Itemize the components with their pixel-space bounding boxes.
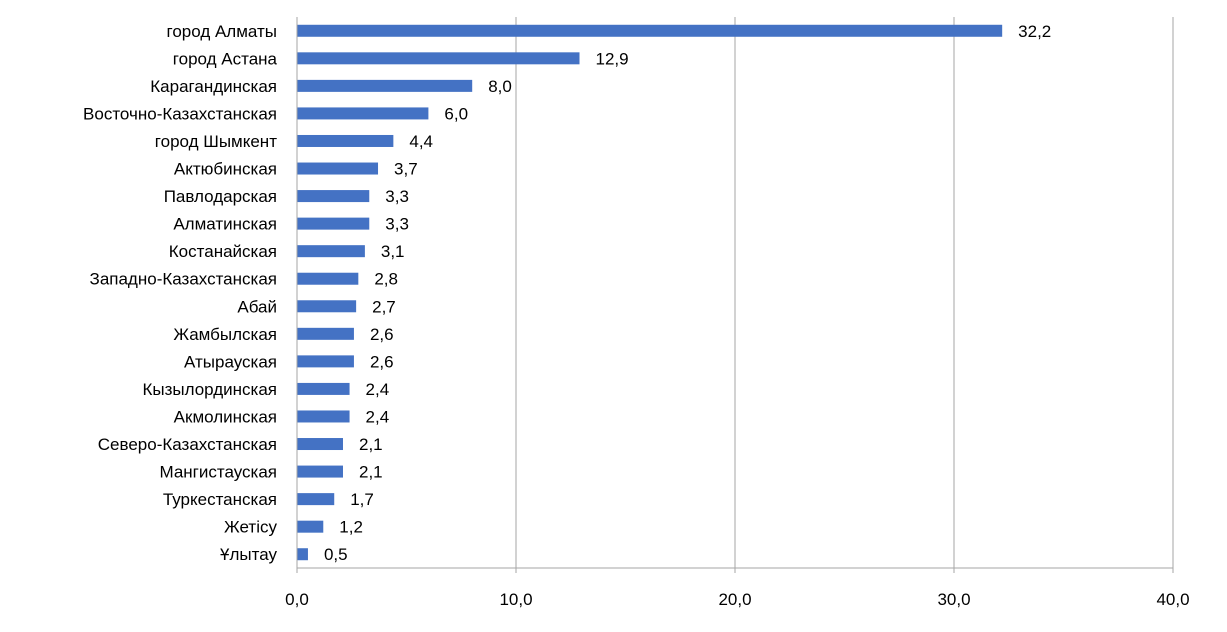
- x-tick-label: 40,0: [1156, 590, 1189, 609]
- value-label: 2,4: [366, 407, 390, 426]
- label-layer: город Алматы 32,2 город Астана 12,9 Караганд…: [83, 22, 1051, 564]
- category-label: город Алматы: [167, 22, 278, 41]
- category-label: Алматинская: [173, 215, 277, 234]
- category-label: Абай: [237, 297, 277, 316]
- value-label: 2,1: [359, 435, 383, 454]
- category-label: Акмолинская: [174, 407, 277, 426]
- bar: [297, 162, 379, 175]
- value-label: 2,4: [366, 380, 390, 399]
- bar: [297, 272, 359, 285]
- category-label: Западно-Казахстанская: [90, 270, 277, 289]
- axis-layer: 0,0 10,0 20,0 30,0 40,0: [285, 17, 1190, 609]
- bar: [297, 520, 324, 533]
- category-label: Атырауская: [184, 352, 277, 371]
- bar: [297, 548, 308, 561]
- bar: [297, 134, 394, 147]
- category-label: Туркестанская: [163, 490, 277, 509]
- category-label: город Астана: [173, 49, 278, 68]
- bar: [297, 300, 357, 313]
- category-label: Северо-Казахстанская: [98, 435, 277, 454]
- category-label: Костанайская: [169, 242, 277, 261]
- category-label: Кызылординская: [142, 380, 277, 399]
- x-tick-label: 30,0: [937, 590, 970, 609]
- value-label: 3,3: [385, 215, 409, 234]
- bar: [297, 355, 354, 368]
- value-label: 2,6: [370, 352, 394, 371]
- category-label: город Шымкент: [155, 132, 277, 151]
- value-label: 2,7: [372, 297, 396, 316]
- x-tick-label: 10,0: [499, 590, 532, 609]
- value-label: 2,1: [359, 463, 383, 482]
- category-label: Карагандинская: [150, 77, 277, 96]
- value-label: 0,5: [324, 545, 348, 564]
- bar: [297, 107, 429, 120]
- category-label: Жамбылская: [173, 325, 277, 344]
- bar-layer: [297, 24, 1003, 561]
- bar: [297, 79, 473, 92]
- category-label: Восточно-Казахстанская: [83, 104, 277, 123]
- bar: [297, 327, 354, 340]
- category-label: Мангистауская: [159, 463, 277, 482]
- bar: [297, 438, 343, 451]
- x-tick-label: 0,0: [285, 590, 309, 609]
- bar: [297, 245, 365, 258]
- value-label: 8,0: [488, 77, 512, 96]
- value-label: 6,0: [444, 104, 468, 123]
- bar: [297, 52, 580, 65]
- x-tick-label: 20,0: [718, 590, 751, 609]
- bar: [297, 493, 335, 506]
- bar: [297, 24, 1003, 37]
- value-label: 3,7: [394, 160, 418, 179]
- value-label: 1,7: [350, 490, 374, 509]
- bar: [297, 410, 350, 423]
- grid-layer: [515, 17, 1174, 568]
- value-label: 4,4: [409, 132, 433, 151]
- bar: [297, 465, 343, 478]
- value-label: 2,8: [374, 270, 398, 289]
- value-label: 12,9: [596, 49, 629, 68]
- category-label: Актюбинская: [174, 160, 277, 179]
- value-label: 32,2: [1018, 22, 1051, 41]
- category-label: Жетісу: [224, 518, 277, 537]
- bar: [297, 382, 350, 395]
- category-label: Ұлытау: [220, 545, 277, 564]
- value-label: 2,6: [370, 325, 394, 344]
- bar: [297, 190, 370, 203]
- value-label: 1,2: [339, 518, 363, 537]
- category-label: Павлодарская: [164, 187, 277, 206]
- bar: [297, 217, 370, 230]
- value-label: 3,3: [385, 187, 409, 206]
- value-label: 3,1: [381, 242, 405, 261]
